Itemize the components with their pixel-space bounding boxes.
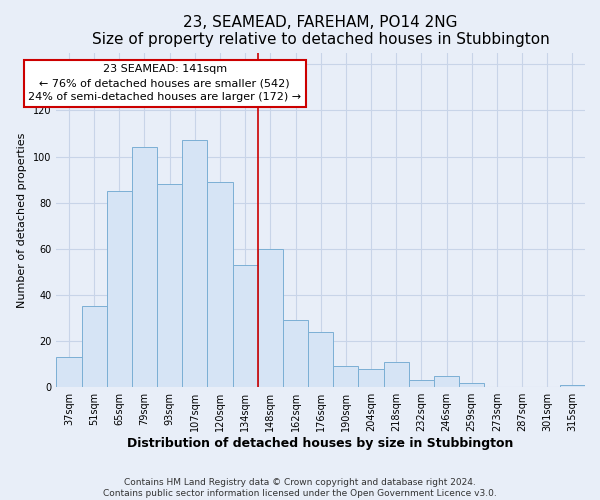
Bar xyxy=(308,332,333,387)
Bar xyxy=(560,385,585,387)
Bar xyxy=(459,382,484,387)
Bar xyxy=(132,148,157,387)
Bar xyxy=(409,380,434,387)
Bar xyxy=(208,182,233,387)
Bar xyxy=(258,249,283,387)
Bar xyxy=(56,357,82,387)
Y-axis label: Number of detached properties: Number of detached properties xyxy=(17,132,28,308)
Bar xyxy=(182,140,208,387)
Bar xyxy=(383,362,409,387)
Bar xyxy=(358,369,383,387)
Title: 23, SEAMEAD, FAREHAM, PO14 2NG
Size of property relative to detached houses in S: 23, SEAMEAD, FAREHAM, PO14 2NG Size of p… xyxy=(92,15,550,48)
Bar xyxy=(157,184,182,387)
Bar xyxy=(283,320,308,387)
Bar xyxy=(233,265,258,387)
Bar xyxy=(333,366,358,387)
X-axis label: Distribution of detached houses by size in Stubbington: Distribution of detached houses by size … xyxy=(127,437,514,450)
Bar xyxy=(434,376,459,387)
Bar xyxy=(107,191,132,387)
Bar xyxy=(82,306,107,387)
Text: 23 SEAMEAD: 141sqm
← 76% of detached houses are smaller (542)
24% of semi-detach: 23 SEAMEAD: 141sqm ← 76% of detached hou… xyxy=(28,64,301,102)
Text: Contains HM Land Registry data © Crown copyright and database right 2024.
Contai: Contains HM Land Registry data © Crown c… xyxy=(103,478,497,498)
